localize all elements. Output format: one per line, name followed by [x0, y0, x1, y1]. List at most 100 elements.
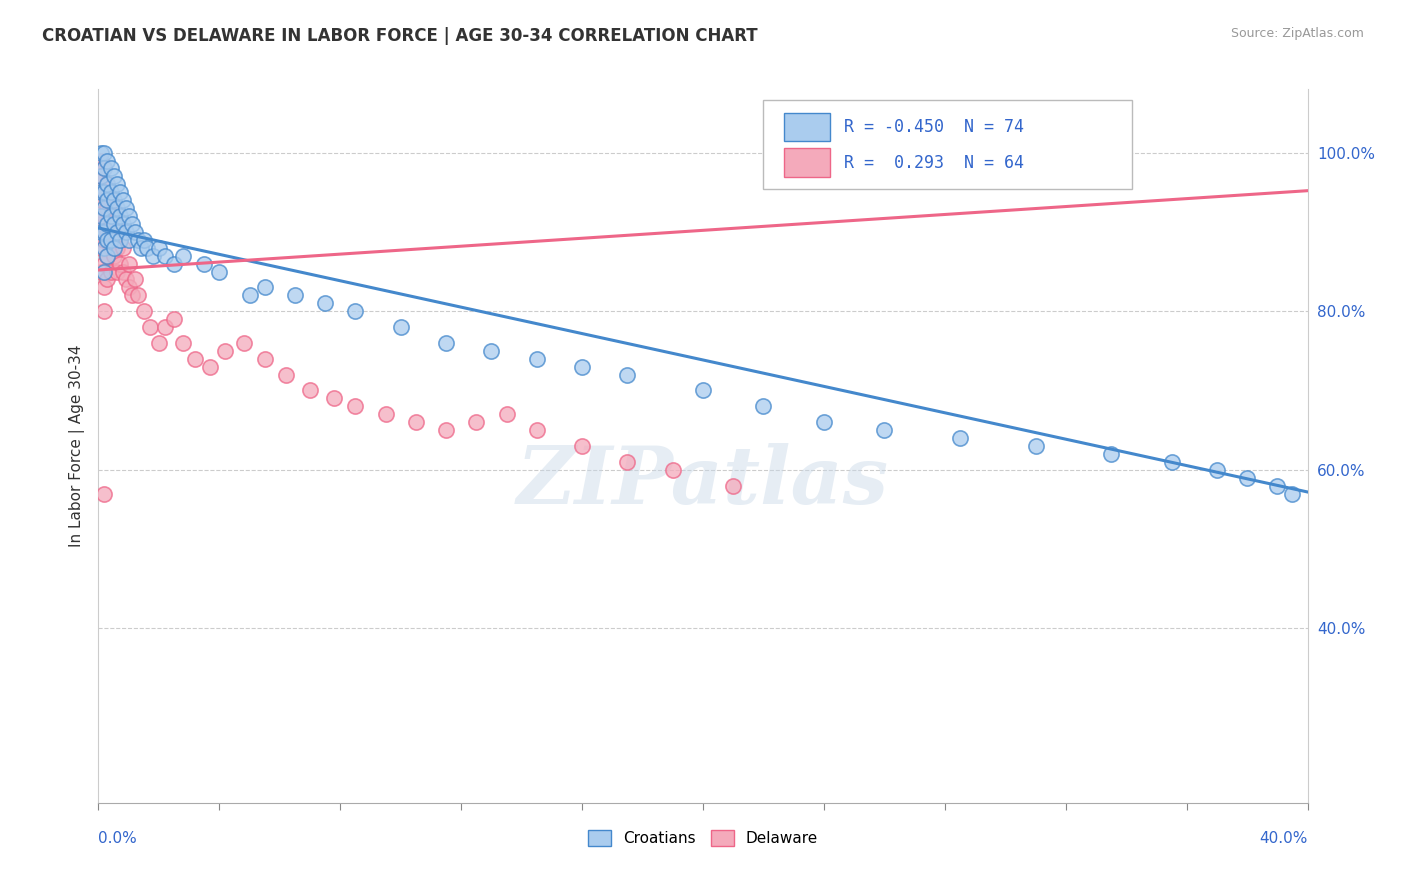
Point [103, 217, 125, 231]
Point [124, 272, 146, 286]
Point [105, 201, 128, 215]
Point [1267, 478, 1289, 492]
Point [692, 384, 714, 398]
Point [105, 217, 128, 231]
Point [239, 288, 262, 302]
Point [121, 217, 143, 231]
Point [172, 335, 194, 350]
Point [405, 415, 427, 429]
Point [93, 264, 115, 278]
Point [90, 241, 112, 255]
Point [127, 233, 149, 247]
Point [526, 351, 548, 366]
Point [148, 335, 170, 350]
Legend: Croatians, Delaware: Croatians, Delaware [582, 824, 824, 852]
Point [96, 249, 118, 263]
Point [118, 233, 141, 247]
Point [132, 304, 155, 318]
Point [108, 233, 131, 247]
Bar [785, 148, 830, 177]
Point [96, 233, 118, 247]
Point [571, 359, 593, 374]
Point [465, 415, 488, 429]
Text: 0.0%: 0.0% [98, 831, 138, 847]
Point [389, 320, 412, 334]
Point [1160, 455, 1182, 469]
Y-axis label: In Labor Force | Age 30-34: In Labor Force | Age 30-34 [69, 344, 84, 548]
Point [100, 264, 122, 278]
Point [96, 178, 118, 192]
Point [93, 186, 115, 200]
Point [93, 257, 115, 271]
Point [949, 431, 972, 445]
Point [90, 145, 112, 160]
Point [90, 264, 112, 278]
Point [135, 241, 157, 255]
Point [214, 343, 236, 358]
Point [96, 249, 118, 263]
Point [93, 225, 115, 239]
Point [100, 217, 122, 231]
Point [526, 423, 548, 437]
Point [103, 201, 125, 215]
Point [723, 478, 745, 492]
Point [200, 359, 222, 374]
Point [481, 343, 503, 358]
Point [374, 407, 396, 421]
Point [153, 320, 176, 334]
Point [90, 209, 112, 223]
Bar [785, 112, 830, 141]
Point [108, 186, 131, 200]
Point [96, 217, 118, 231]
Point [90, 225, 112, 239]
Point [96, 225, 118, 239]
Point [139, 320, 162, 334]
Point [118, 257, 141, 271]
Point [253, 280, 276, 294]
Point [148, 241, 170, 255]
Point [90, 169, 112, 184]
Point [193, 257, 215, 271]
Point [114, 272, 136, 286]
Point [100, 209, 122, 223]
FancyBboxPatch shape [763, 100, 1132, 189]
Point [93, 161, 115, 176]
Point [661, 463, 683, 477]
Point [105, 178, 128, 192]
Point [93, 201, 115, 215]
Text: R =  0.293  N = 64: R = 0.293 N = 64 [845, 153, 1025, 171]
Point [93, 161, 115, 176]
Point [1024, 439, 1046, 453]
Point [90, 169, 112, 184]
Point [184, 351, 207, 366]
Point [616, 368, 638, 382]
Point [105, 264, 128, 278]
Point [172, 249, 194, 263]
Point [114, 201, 136, 215]
Text: CROATIAN VS DELAWARE IN LABOR FORCE | AGE 30-34 CORRELATION CHART: CROATIAN VS DELAWARE IN LABOR FORCE | AG… [42, 27, 758, 45]
Point [114, 225, 136, 239]
Point [108, 209, 131, 223]
Text: ZIPatlas: ZIPatlas [517, 443, 889, 520]
Point [90, 186, 112, 200]
Point [284, 288, 307, 302]
Text: R = -0.450  N = 74: R = -0.450 N = 74 [845, 118, 1025, 136]
Point [434, 335, 457, 350]
Point [103, 193, 125, 207]
Point [96, 193, 118, 207]
Point [90, 217, 112, 231]
Point [93, 241, 115, 255]
Point [111, 193, 134, 207]
Point [90, 153, 112, 168]
Point [103, 249, 125, 263]
Point [93, 304, 115, 318]
Point [163, 312, 186, 326]
Point [93, 280, 115, 294]
Point [108, 233, 131, 247]
Point [111, 217, 134, 231]
Point [93, 186, 115, 200]
Point [142, 249, 165, 263]
Point [96, 272, 118, 286]
Point [129, 241, 152, 255]
Point [1236, 471, 1258, 485]
